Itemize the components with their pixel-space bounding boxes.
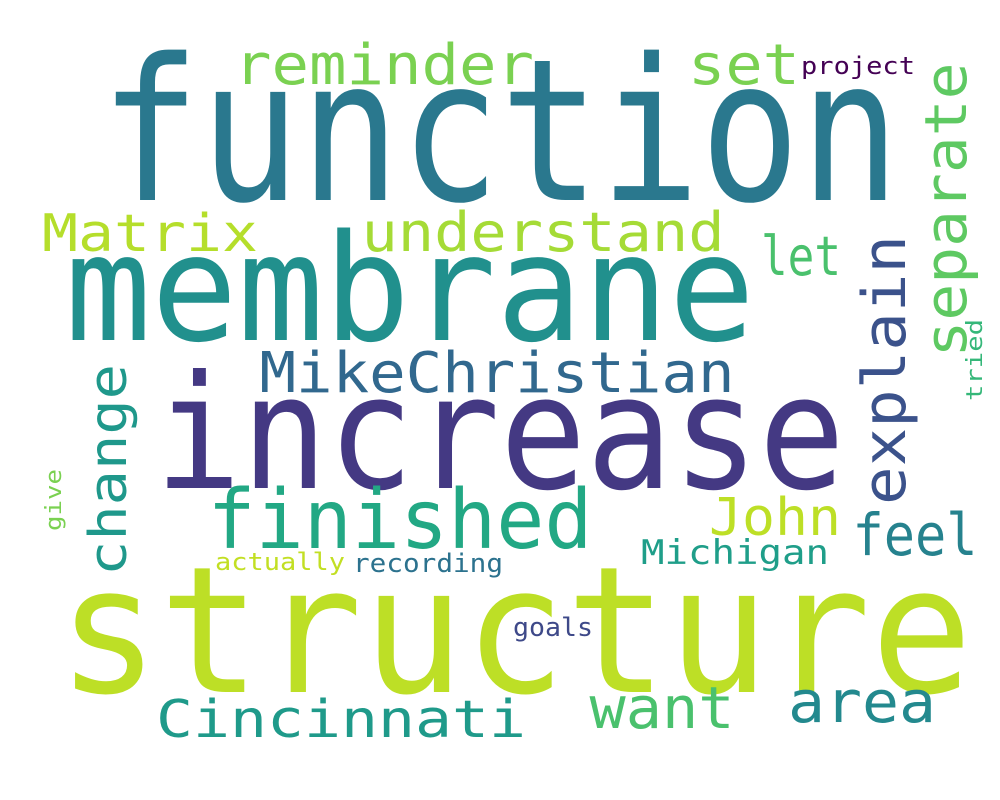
word-increase: increase xyxy=(155,342,845,526)
word-goals: goals xyxy=(513,613,593,643)
word-michigan: Michigan xyxy=(641,533,829,573)
word-cincinnati: Cincinnati xyxy=(156,690,526,750)
word-let: let xyxy=(761,225,841,288)
word-structure: structure xyxy=(58,529,973,734)
word-tried: tried xyxy=(963,319,988,401)
word-membrane: membrane xyxy=(65,203,755,375)
word-give: give xyxy=(42,469,67,531)
word-john: John xyxy=(709,488,841,548)
word-change: change xyxy=(79,364,139,576)
word-reminder: reminder xyxy=(234,33,534,98)
word-area: area xyxy=(788,668,936,736)
word-actually: actually xyxy=(215,548,345,576)
word-recording: recording xyxy=(353,549,503,579)
word-want: want xyxy=(590,674,735,742)
word-matrix: Matrix xyxy=(42,204,258,264)
word-explain: explain xyxy=(850,235,920,505)
word-mikechristian: MikeChristian xyxy=(260,341,735,406)
word-finished: finished xyxy=(208,473,593,568)
word-feel: feel xyxy=(853,501,978,569)
word-separate: separate xyxy=(912,63,980,358)
word-understand: understand xyxy=(362,201,725,264)
word-function: function xyxy=(100,16,900,247)
word-set: set xyxy=(688,33,800,98)
word-project: project xyxy=(801,52,915,80)
